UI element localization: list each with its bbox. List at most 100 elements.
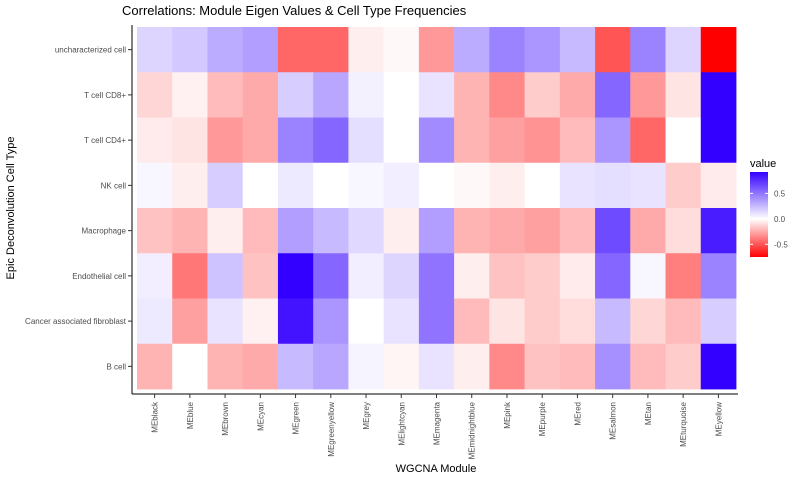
heatmap-cell	[277, 298, 314, 345]
heatmap-cell	[207, 298, 244, 345]
heatmap-cell	[242, 298, 279, 345]
heatmap-cell	[348, 253, 385, 299]
x-tick-label: MEgreen	[292, 402, 301, 434]
heatmap-cell	[348, 208, 385, 254]
color-legend: value 0.5 0.0 -0.5	[750, 158, 788, 257]
x-axis-title: WGCNA Module	[396, 463, 477, 475]
heatmap-cell	[207, 343, 244, 390]
x-tick-label: MEblack	[151, 401, 160, 433]
heatmap-cell	[242, 343, 279, 390]
heatmap-cell	[418, 162, 455, 209]
y-tick-label: B cell	[106, 362, 126, 371]
heatmap-cell	[207, 72, 244, 118]
x-tick-label: MEgreenyellow	[327, 402, 336, 457]
heatmap-cell	[489, 72, 525, 118]
heatmap-cell	[172, 162, 208, 209]
heatmap-cell	[524, 343, 561, 390]
heatmap-cell	[665, 298, 702, 345]
legend-tick-label: -0.5	[774, 240, 788, 249]
heatmap-cell	[454, 343, 490, 390]
heatmap-cell	[524, 253, 561, 299]
y-tick-label: Macrophage	[82, 227, 127, 236]
heatmap-cell	[630, 72, 666, 118]
heatmap-cell	[313, 343, 349, 390]
x-tick-label: MEpink	[503, 401, 512, 429]
heatmap-cell	[172, 208, 208, 254]
heatmap-cell	[418, 208, 455, 254]
x-tick-label: MEmidnightblue	[468, 401, 477, 459]
heatmap-cell	[595, 27, 631, 73]
heatmap-cell	[595, 162, 631, 209]
heatmap-cell	[665, 343, 702, 390]
heatmap-cell	[700, 117, 737, 164]
heatmap-cell	[383, 72, 420, 118]
heatmap-cell	[595, 117, 631, 164]
heatmap-cell	[418, 27, 455, 73]
heatmap-cell	[313, 208, 349, 254]
heatmap-cell	[207, 27, 244, 73]
heatmap-cell	[559, 162, 596, 209]
heatmap-cell	[559, 208, 596, 254]
heatmap-cell	[242, 253, 279, 299]
heatmap-cell	[418, 72, 455, 118]
heatmap-cell	[665, 208, 702, 254]
heatmap-cell	[630, 117, 666, 164]
legend-tick-label: 0.0	[774, 215, 786, 224]
heatmap-cell	[242, 117, 279, 164]
heatmap-cell	[489, 298, 525, 345]
heatmap-cells	[137, 27, 737, 390]
heatmap-cell	[489, 253, 525, 299]
heatmap-cell	[348, 298, 385, 345]
y-axis-ticks: uncharacterized cell T cell CD8+ T cell CD…	[25, 46, 132, 371]
heatmap-cell	[700, 298, 737, 345]
x-tick-label: MElightcyan	[397, 402, 406, 446]
heatmap-cell	[172, 253, 208, 299]
heatmap-cell	[277, 162, 314, 209]
legend-color-bar	[750, 172, 768, 257]
heatmap-cell	[172, 27, 208, 73]
heatmap-cell	[313, 162, 349, 209]
x-tick-label: MEtan	[644, 402, 653, 425]
heatmap-cell	[383, 253, 420, 299]
x-tick-label: MEgrey	[362, 402, 371, 430]
y-tick-label: Endothelial cell	[72, 272, 126, 281]
heatmap-cell	[524, 298, 561, 345]
heatmap-cell	[454, 208, 490, 254]
heatmap-cell	[595, 253, 631, 299]
heatmap-cell	[559, 343, 596, 390]
heatmap-cell	[630, 27, 666, 73]
heatmap-cell	[454, 117, 490, 164]
heatmap-cell	[207, 117, 244, 164]
heatmap-cell	[630, 208, 666, 254]
heatmap-cell	[665, 253, 702, 299]
heatmap-cell	[418, 298, 455, 345]
heatmap-cell	[489, 27, 525, 73]
y-tick-label: uncharacterized cell	[55, 46, 126, 55]
heatmap-cell	[207, 253, 244, 299]
heatmap-cell	[137, 117, 173, 164]
heatmap-cell	[595, 298, 631, 345]
heatmap-cell	[383, 117, 420, 164]
heatmap-cell	[277, 72, 314, 118]
heatmap-cell	[418, 343, 455, 390]
heatmap-cell	[665, 72, 702, 118]
heatmap-cell	[489, 117, 525, 164]
heatmap-cell	[137, 72, 173, 118]
heatmap-cell	[137, 298, 173, 345]
heatmap-cell	[524, 27, 561, 73]
heatmap-cell	[665, 162, 702, 209]
heatmap-cell	[348, 117, 385, 164]
heatmap-cell	[595, 343, 631, 390]
x-tick-label: MEpurple	[538, 401, 547, 436]
heatmap-cell	[383, 162, 420, 209]
heatmap-cell	[700, 27, 737, 73]
heatmap-cell	[348, 343, 385, 390]
x-tick-label: MEred	[573, 402, 582, 426]
heatmap-cell	[277, 117, 314, 164]
heatmap-cell	[348, 162, 385, 209]
heatmap-cell	[559, 27, 596, 73]
heatmap-cell	[595, 208, 631, 254]
heatmap-cell	[348, 27, 385, 73]
heatmap-cell	[172, 72, 208, 118]
